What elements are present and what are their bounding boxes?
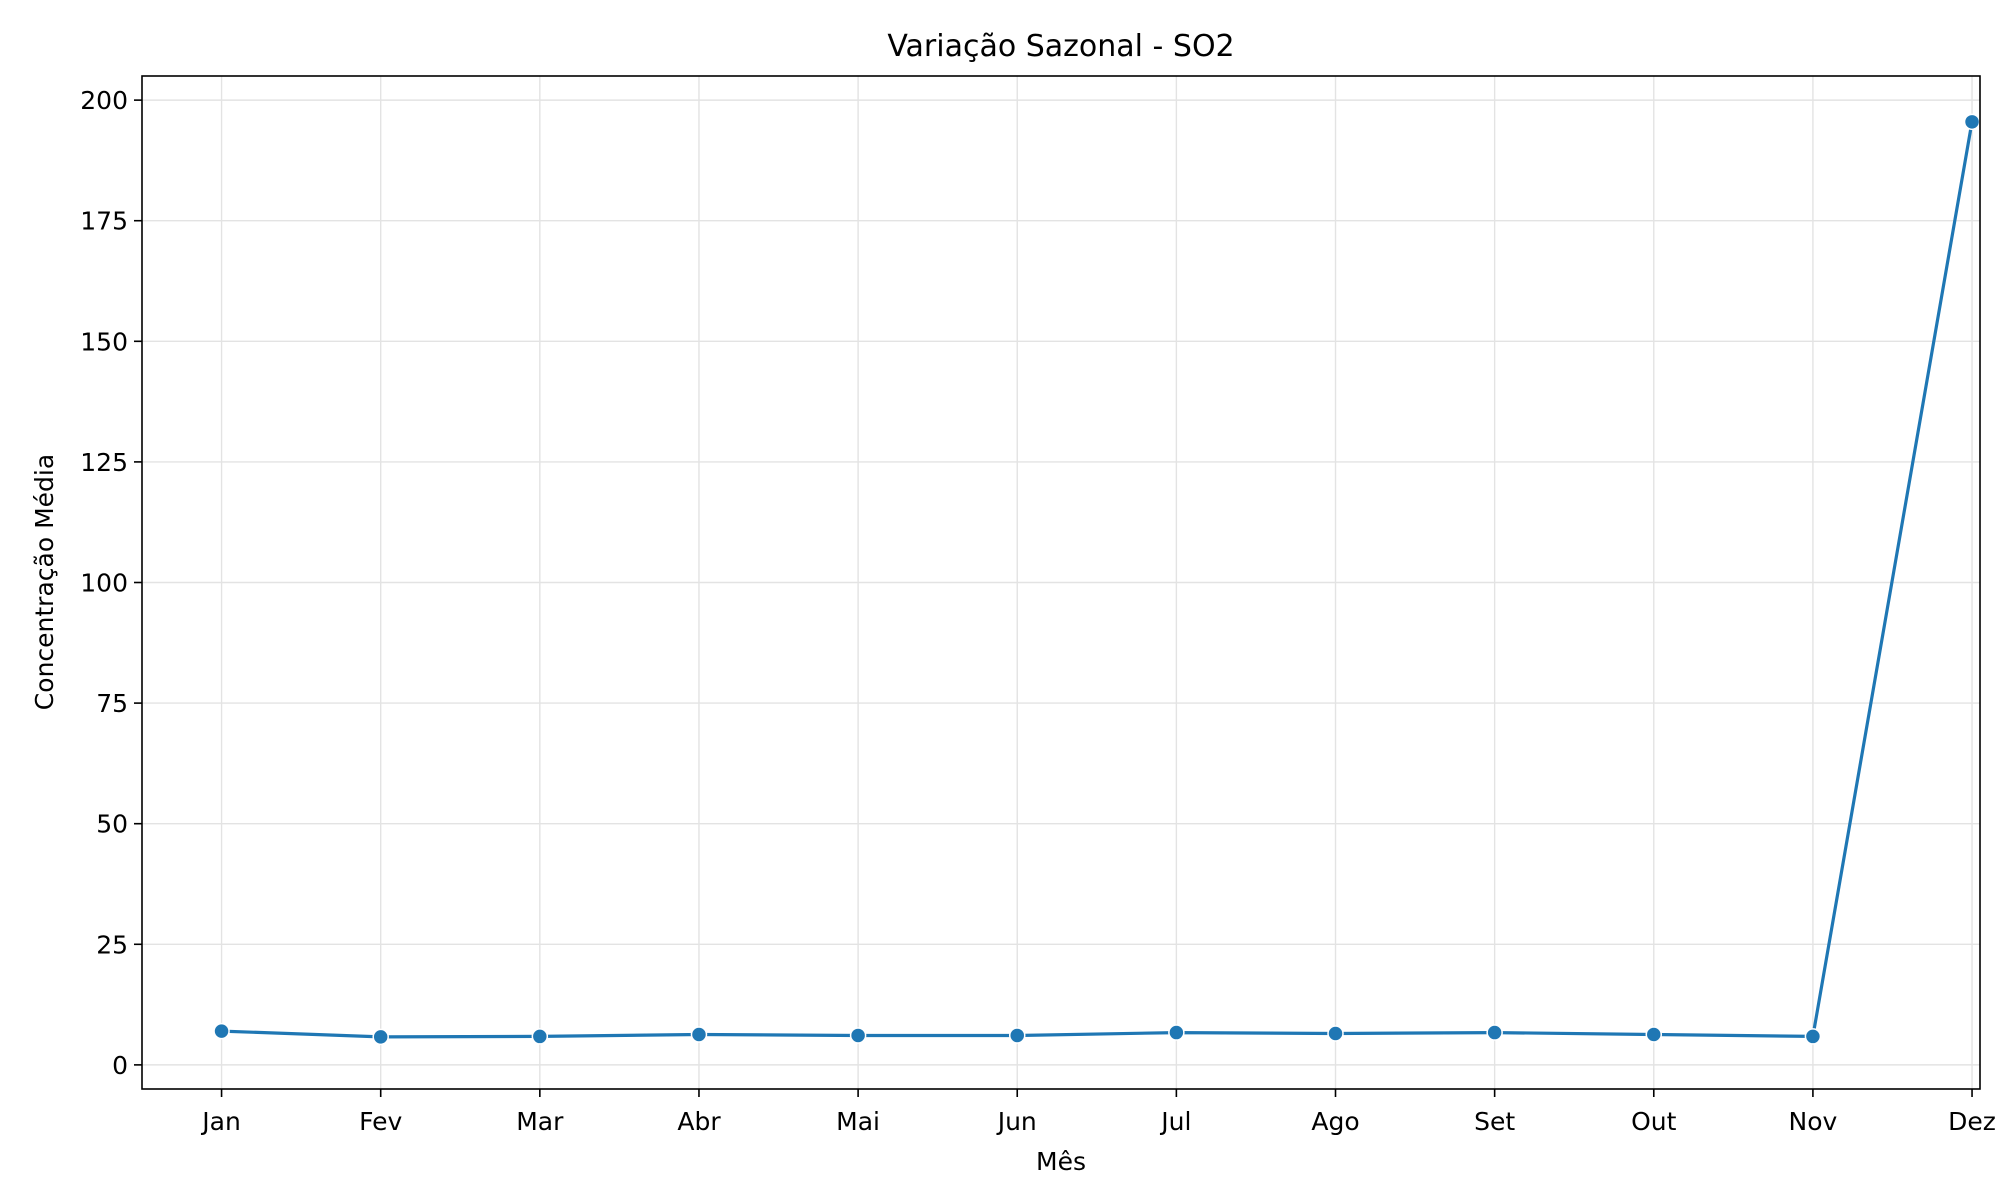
- series-layer: [213, 113, 1981, 1046]
- x-tick-label: Jun: [996, 1107, 1037, 1136]
- x-tick-label: Abr: [677, 1107, 721, 1136]
- x-tick-label: Nov: [1789, 1107, 1838, 1136]
- y-tick-label: 75: [96, 689, 128, 718]
- x-tick-label: Fev: [359, 1107, 402, 1136]
- x-axis-label: Mês: [1036, 1147, 1086, 1176]
- y-axis-label: Concentração Média: [30, 454, 59, 710]
- y-tick-label: 175: [80, 207, 128, 236]
- x-tick-label: Set: [1474, 1107, 1515, 1136]
- chart-title: Variação Sazonal - SO2: [887, 29, 1234, 64]
- data-point: [1168, 1024, 1185, 1041]
- axes: 0 25 50 75 100 125 150 175 200 Jan Fev Mar Abr Mai Jun…: [80, 75, 1996, 1136]
- y-tick-label: 50: [96, 810, 128, 839]
- series-line: [221, 121, 1974, 1039]
- data-point: [1486, 1024, 1503, 1041]
- data-point: [531, 1028, 549, 1045]
- x-tick-label: Mar: [516, 1107, 564, 1136]
- grid: [142, 76, 1980, 1089]
- data-point: [1327, 1025, 1344, 1042]
- y-tick-label: 150: [80, 327, 128, 356]
- data-point: [1008, 1027, 1026, 1044]
- data-point: [213, 1022, 230, 1040]
- data-point: [849, 1027, 867, 1044]
- x-tick-label: Ago: [1311, 1107, 1359, 1136]
- x-tick-label: Mai: [836, 1107, 880, 1136]
- data-point: [1963, 113, 1981, 131]
- x-tick-label: Jan: [200, 1107, 241, 1136]
- y-tick-label: 200: [80, 86, 128, 115]
- y-tick-label: 125: [80, 448, 128, 477]
- data-point: [690, 1026, 708, 1043]
- data-point: [372, 1028, 389, 1046]
- x-tick-label: Out: [1631, 1107, 1677, 1136]
- data-point: [1804, 1028, 1822, 1045]
- y-tick-label: 0: [112, 1051, 128, 1080]
- x-tick-label: Jul: [1159, 1107, 1191, 1136]
- data-point: [1645, 1026, 1663, 1043]
- y-tick-label: 25: [96, 930, 128, 959]
- y-tick-label: 100: [80, 569, 128, 598]
- x-tick-label: Dez: [1948, 1107, 1996, 1136]
